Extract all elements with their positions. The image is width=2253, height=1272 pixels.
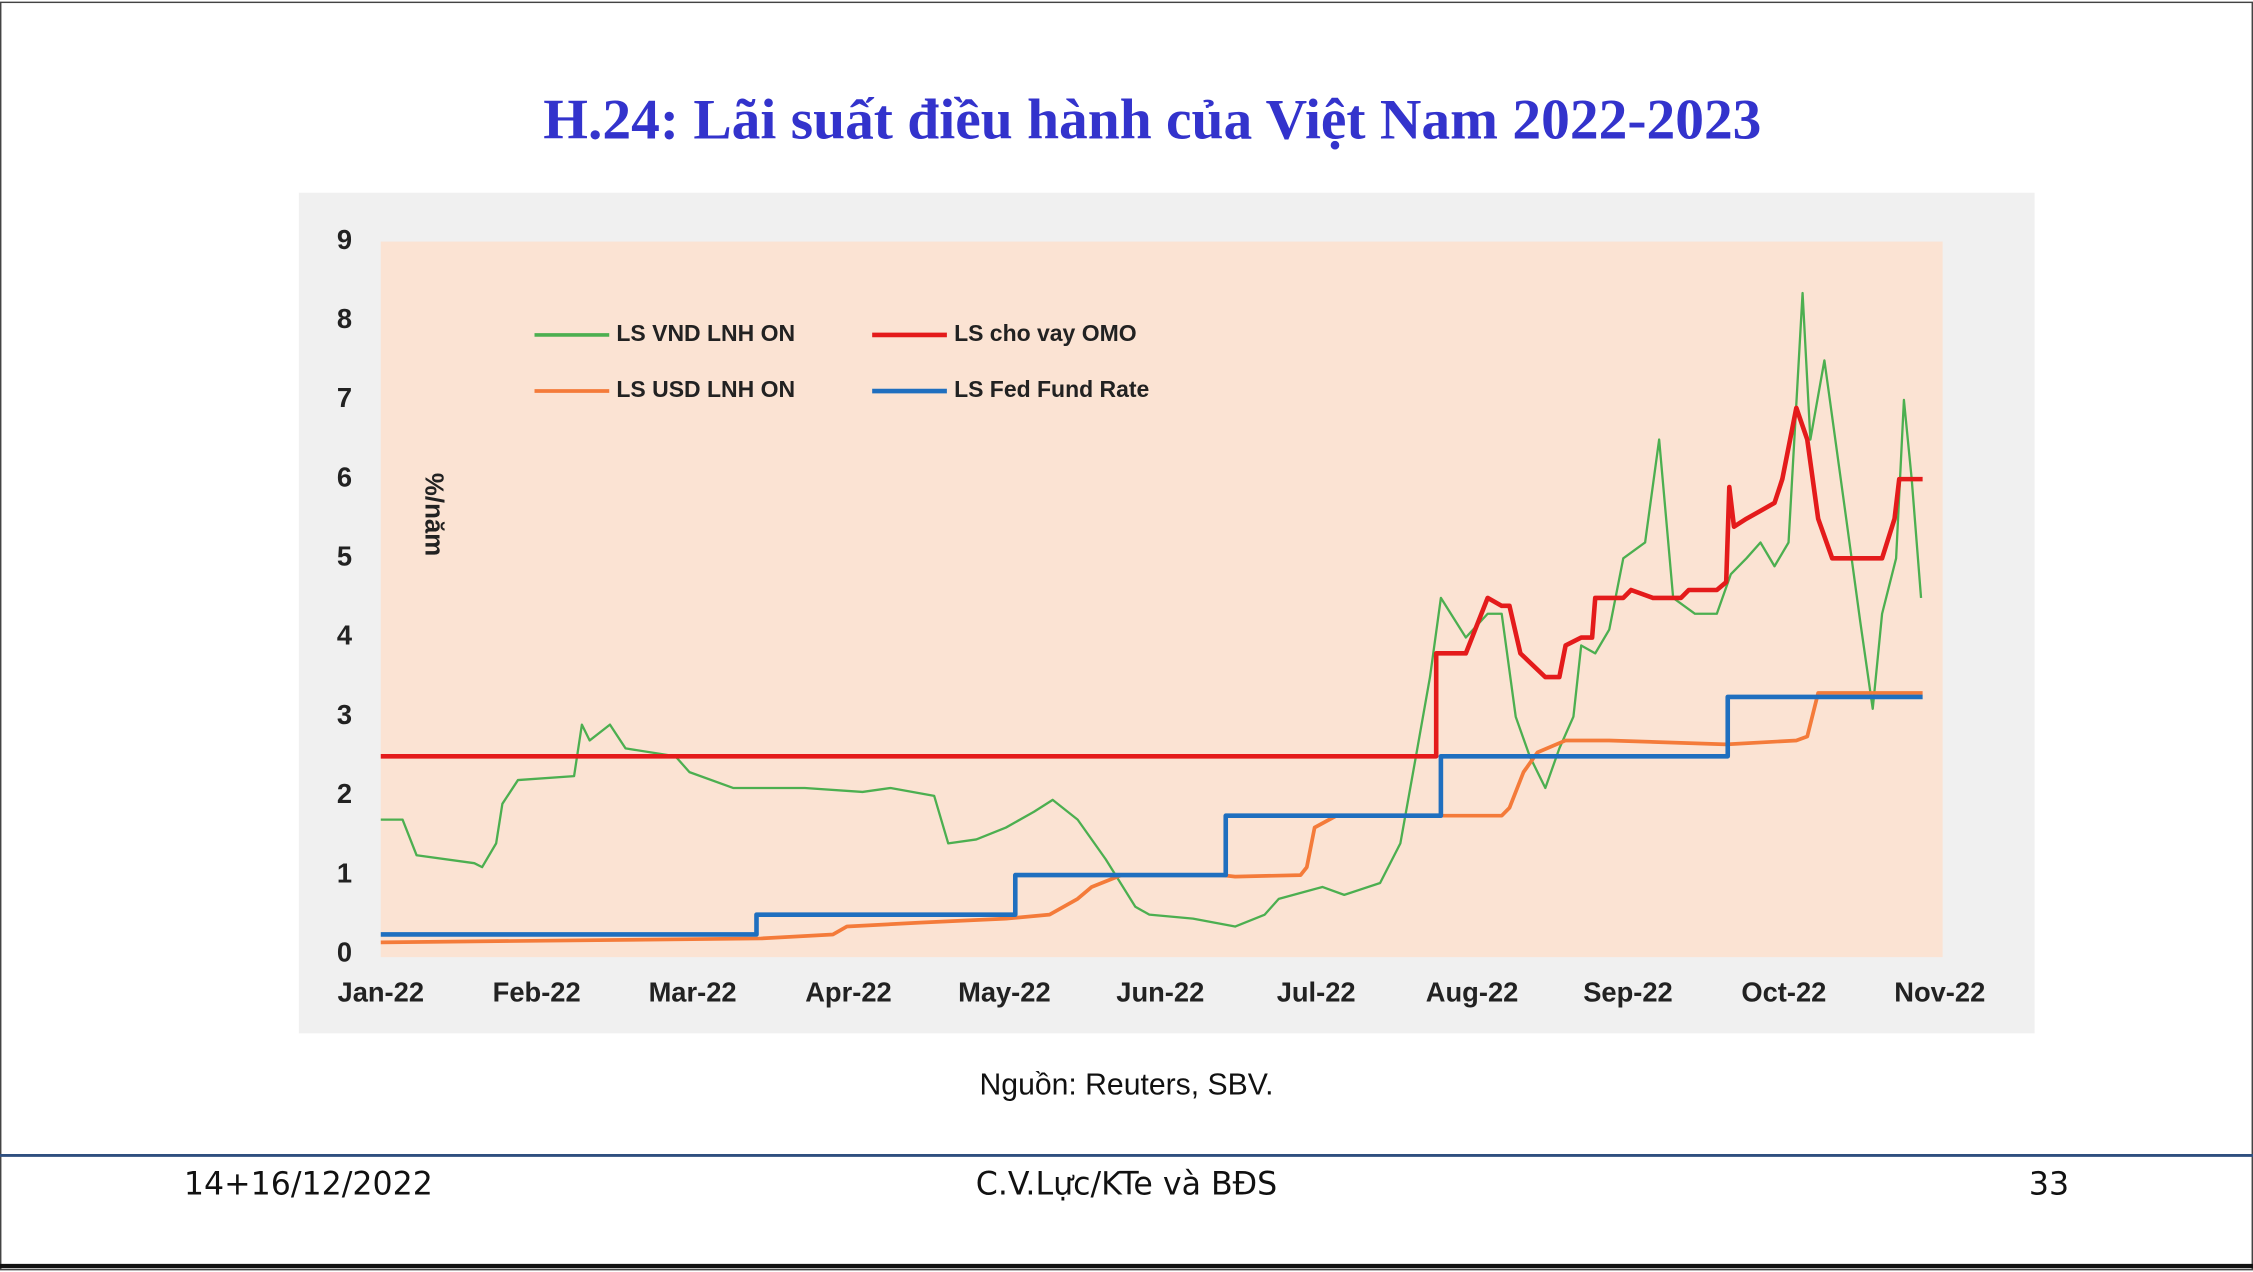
legend-label: LS Fed Fund Rate	[954, 376, 1149, 402]
series-line	[380, 691, 1923, 945]
y-tick-label: 9	[337, 224, 352, 255]
legend-label: LS USD LNH ON	[616, 376, 795, 402]
y-tick-label: 7	[337, 382, 352, 413]
source: Nguồn: Reuters, SBV.	[980, 1068, 1274, 1101]
y-tick-label: 6	[337, 461, 352, 492]
y-tick-label: 4	[337, 620, 353, 651]
chart-title: H.24: Lãi suất điều hành của Việt Nam 20…	[543, 88, 1761, 151]
y-tick-label: 2	[337, 778, 352, 809]
footer-page: 33	[2029, 1167, 2069, 1203]
x-tick-label: Jun-22	[1116, 977, 1204, 1008]
y-tick-label: 8	[337, 303, 352, 334]
x-tick-label: Jan-22	[338, 977, 425, 1008]
x-tick-label: Feb-22	[493, 977, 581, 1008]
y-tick-label: 1	[337, 857, 352, 888]
x-tick-label: Mar-22	[649, 977, 737, 1008]
y-tick-label: 0	[337, 936, 352, 967]
plot-area	[380, 241, 1943, 958]
x-tick-label: Jul-22	[1277, 977, 1356, 1008]
x-tick-label: Sep-22	[1583, 977, 1673, 1008]
legend-label: LS VND LNH ON	[616, 320, 795, 346]
y-axis-label: %/năm	[420, 473, 448, 556]
footer-date: 14+16/12/2022	[184, 1167, 433, 1203]
x-tick-label: Aug-22	[1426, 977, 1519, 1008]
x-tick-label: Oct-22	[1741, 977, 1826, 1008]
y-tick-label: 5	[337, 541, 352, 572]
x-tick-label: Apr-22	[805, 977, 891, 1008]
footer-author: C.V.Lực/KTe và BĐS	[976, 1167, 1277, 1203]
series-line	[380, 291, 1923, 928]
x-tick-label: Nov-22	[1894, 977, 1985, 1008]
legend-label: LS cho vay OMO	[954, 320, 1137, 346]
series-line	[380, 405, 1923, 759]
y-tick-label: 3	[337, 699, 352, 730]
series-line	[380, 694, 1923, 937]
x-tick-label: May-22	[958, 977, 1051, 1008]
